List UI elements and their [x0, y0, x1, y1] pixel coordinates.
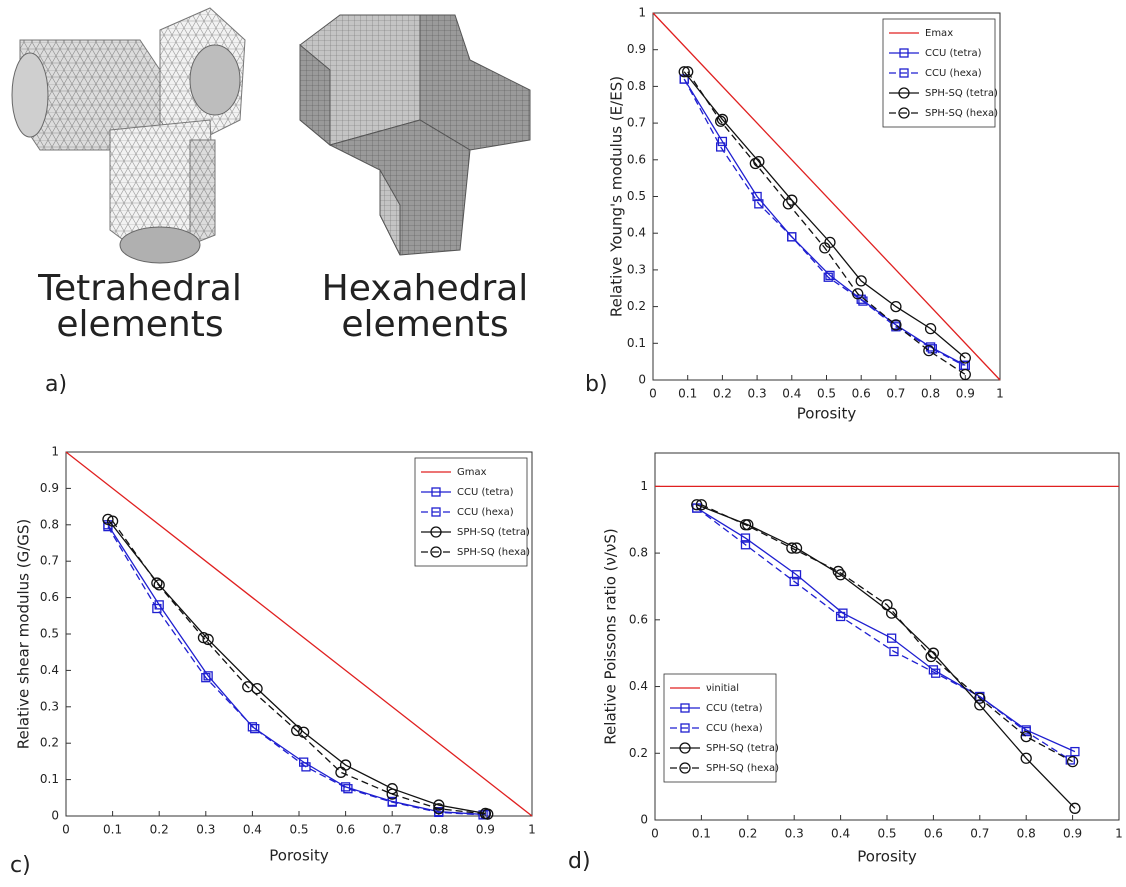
panel-label: b): [585, 372, 608, 397]
x-tick-label: 0.8: [1017, 827, 1036, 841]
x-tick-label: 0.3: [785, 827, 804, 841]
mesh-label: elements: [341, 304, 508, 345]
legend-label: SPH-SQ (tetra): [457, 527, 530, 538]
y-tick-label: 0.2: [627, 299, 646, 313]
y-tick-label: 0.8: [627, 79, 646, 93]
legend-label: CCU (hexa): [925, 68, 982, 79]
y-tick-label: 0.7: [40, 554, 59, 568]
x-tick-label: 0.7: [886, 387, 905, 401]
mesh-label: Hexahedral: [322, 268, 529, 309]
x-tick-label: 1: [528, 823, 536, 837]
x-tick-label: 0.4: [782, 387, 801, 401]
x-tick-label: 0: [649, 387, 657, 401]
x-axis-label: Porosity: [797, 405, 857, 423]
legend-label: CCU (hexa): [706, 723, 763, 734]
y-tick-label: 0.6: [629, 612, 648, 626]
y-axis-label: Relative shear modulus (G/GS): [15, 519, 33, 750]
y-tick-label: 0: [640, 813, 648, 827]
tetra-mesh: [12, 8, 245, 263]
x-tick-label: 0: [651, 827, 659, 841]
y-tick-label: 0.1: [40, 772, 59, 786]
figure: Tetrahedral elements Hexahedral elements…: [0, 0, 1126, 883]
x-tick-label: 0.3: [196, 823, 215, 837]
y-tick-label: 0.6: [40, 590, 59, 604]
x-tick-label: 0.5: [877, 827, 896, 841]
y-tick-label: 0.3: [40, 699, 59, 713]
mesh-label: elements: [56, 304, 223, 345]
y-tick-label: 0.9: [627, 42, 646, 56]
legend-label: SPH-SQ (tetra): [706, 743, 779, 754]
x-tick-label: 0.9: [476, 823, 495, 837]
x-tick-label: 1: [1115, 827, 1123, 841]
x-tick-label: 0.5: [289, 823, 308, 837]
y-tick-label: 0.4: [629, 679, 648, 693]
y-tick-label: 0.7: [627, 116, 646, 130]
y-tick-label: 0.2: [629, 746, 648, 760]
panel-label: d): [568, 849, 591, 874]
y-tick-label: 0.5: [40, 627, 59, 641]
legend-label: CCU (tetra): [457, 487, 514, 498]
x-tick-label: 0.6: [852, 387, 871, 401]
y-tick-label: 1: [640, 479, 648, 493]
y-tick-label: 1: [638, 6, 646, 20]
legend-label: νinitial: [706, 683, 739, 694]
x-tick-label: 0.8: [921, 387, 940, 401]
y-tick-label: 0.8: [40, 517, 59, 531]
legend-label: Gmax: [457, 467, 487, 478]
x-axis-label: Porosity: [269, 847, 329, 865]
y-tick-label: 1: [51, 445, 59, 459]
x-tick-label: 0.2: [150, 823, 169, 837]
y-tick-label: 0: [51, 809, 59, 823]
y-tick-label: 0.5: [627, 189, 646, 203]
y-tick-label: 0.6: [627, 152, 646, 166]
legend-label: SPH-SQ (hexa): [457, 547, 530, 558]
x-tick-label: 0.8: [429, 823, 448, 837]
hexa-mesh: [300, 15, 530, 255]
y-tick-label: 0.2: [40, 736, 59, 750]
x-tick-label: 0.4: [831, 827, 850, 841]
y-tick-label: 0.9: [40, 481, 59, 495]
panel-label: c): [10, 853, 31, 878]
legend-label: SPH-SQ (hexa): [925, 108, 998, 119]
mesh-label: Tetrahedral: [37, 268, 242, 309]
y-axis-label: Relative Poissons ratio (ν/νS): [602, 528, 620, 744]
legend-label: Emax: [925, 28, 953, 39]
x-axis-label: Porosity: [857, 848, 917, 866]
legend-label: CCU (tetra): [706, 703, 763, 714]
legend-label: CCU (tetra): [925, 48, 982, 59]
x-tick-label: 0.9: [1063, 827, 1082, 841]
x-tick-label: 0.7: [970, 827, 989, 841]
x-tick-label: 0.5: [817, 387, 836, 401]
x-tick-label: 0.6: [336, 823, 355, 837]
x-tick-label: 0.4: [243, 823, 262, 837]
x-tick-label: 0.2: [713, 387, 732, 401]
legend-label: SPH-SQ (hexa): [706, 763, 779, 774]
x-tick-label: 0.3: [748, 387, 767, 401]
y-tick-label: 0.4: [40, 663, 59, 677]
x-tick-label: 0.2: [738, 827, 757, 841]
y-tick-label: 0.3: [627, 262, 646, 276]
y-tick-label: 0.4: [627, 226, 646, 240]
x-tick-label: 1: [996, 387, 1004, 401]
x-tick-label: 0.1: [103, 823, 122, 837]
x-tick-label: 0.1: [678, 387, 697, 401]
x-tick-label: 0.6: [924, 827, 943, 841]
legend-label: SPH-SQ (tetra): [925, 88, 998, 99]
y-tick-label: 0.8: [629, 546, 648, 560]
x-tick-label: 0.7: [383, 823, 402, 837]
y-tick-label: 0: [638, 373, 646, 387]
y-axis-label: Relative Young's modulus (E/ES): [608, 76, 626, 317]
x-tick-label: 0: [62, 823, 70, 837]
legend-label: CCU (hexa): [457, 507, 514, 518]
x-tick-label: 0.1: [692, 827, 711, 841]
x-tick-label: 0.9: [956, 387, 975, 401]
panel-label: a): [45, 372, 67, 397]
y-tick-label: 0.1: [627, 336, 646, 350]
